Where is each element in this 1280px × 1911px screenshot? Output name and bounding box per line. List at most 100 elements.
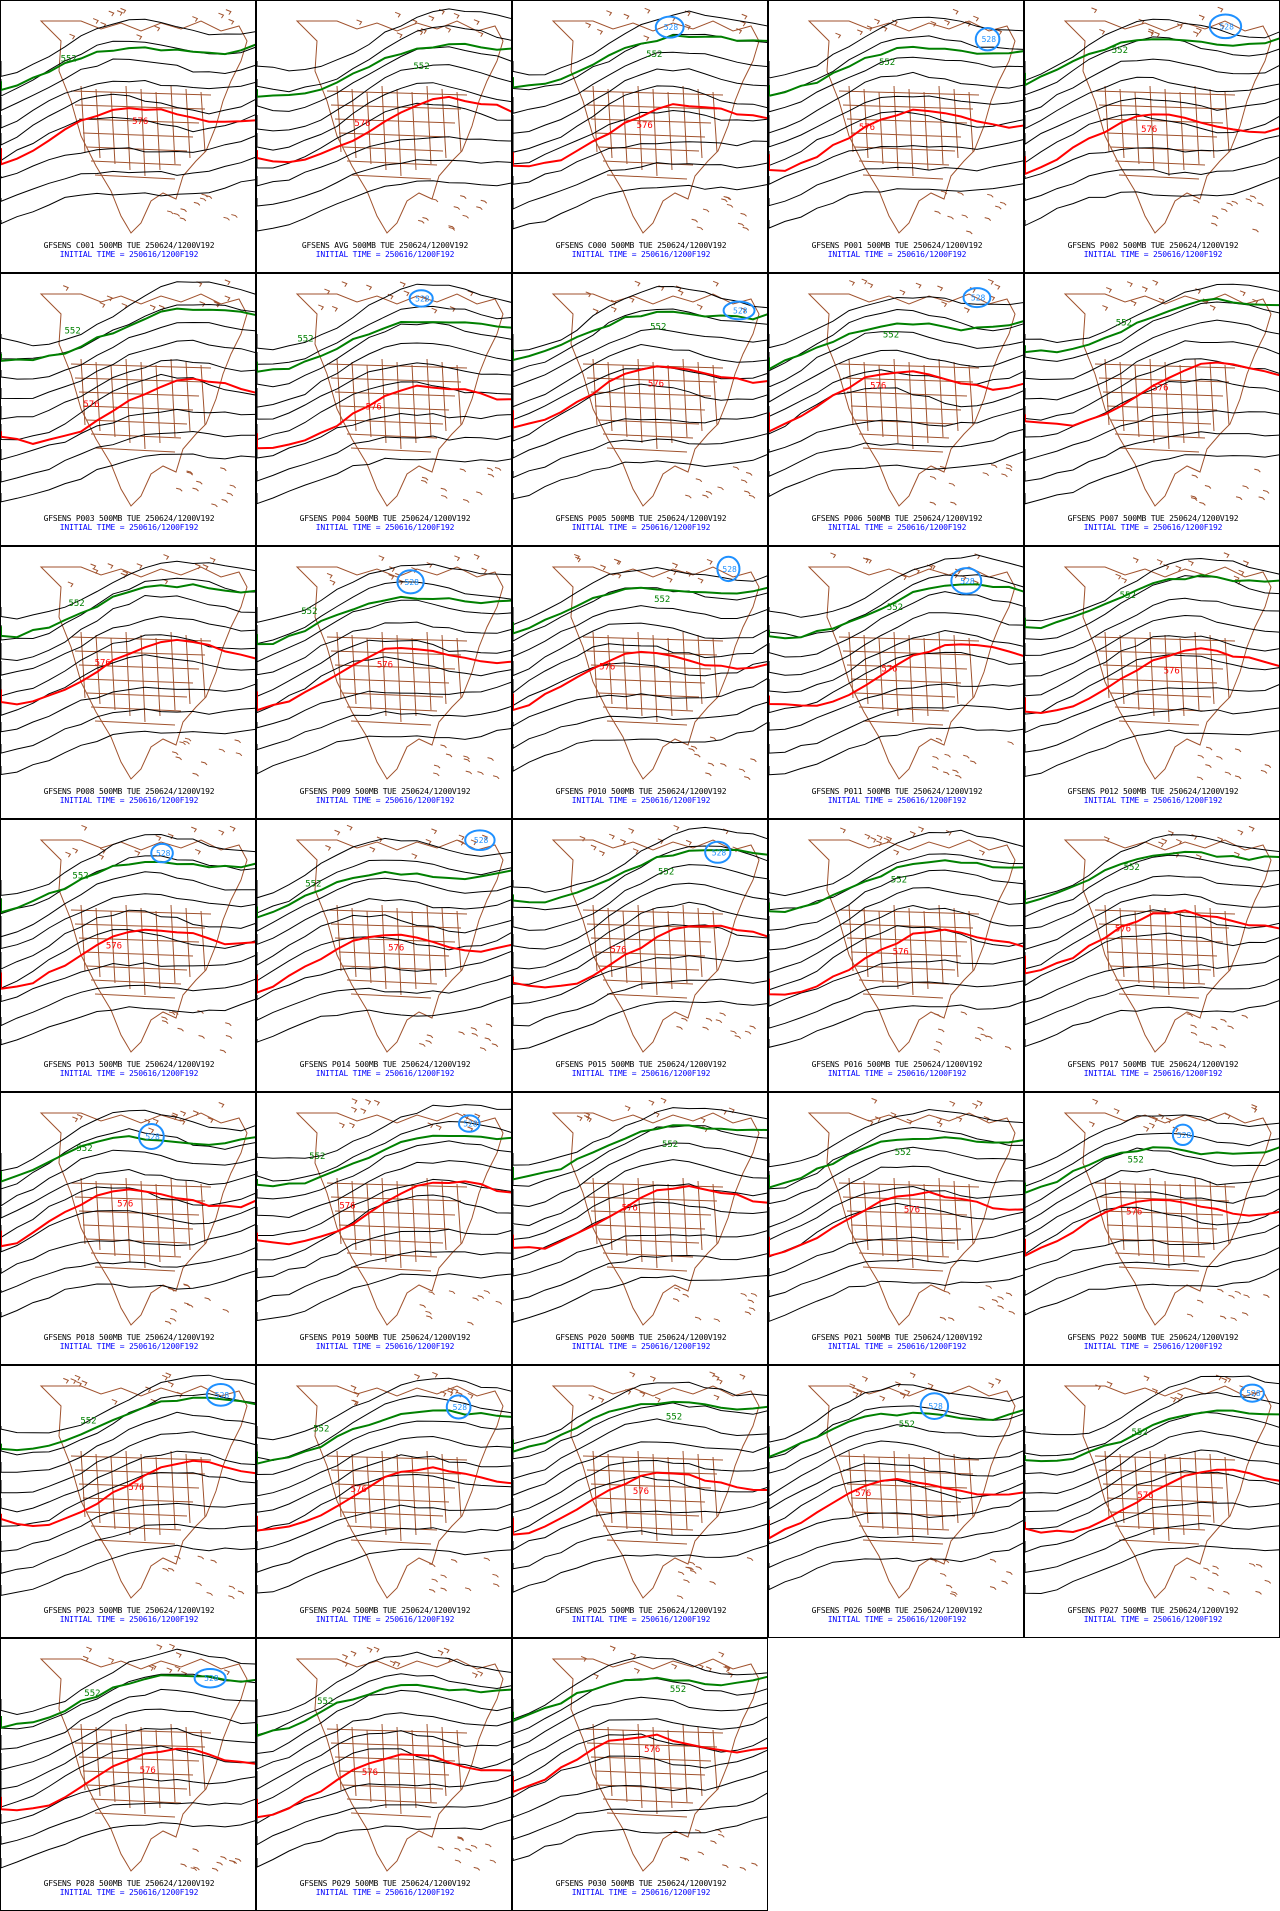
green-contour-label: 552 <box>301 607 317 617</box>
ensemble-member-panel[interactable]: 552 576 528 GFSENS P014 500MB TUE 250624/12… <box>256 819 512 1092</box>
green-552-contour <box>1 44 256 90</box>
ensemble-member-panel[interactable]: 552 576 GFSENS P003 500MB TUE 250624/1200V… <box>0 273 256 546</box>
panel-caption: GFSENS P027 500MB TUE 250624/1200V192 <box>1025 1606 1280 1615</box>
black-contour <box>257 306 512 364</box>
black-contour <box>1 1820 256 1868</box>
green-contour-label: 552 <box>654 595 670 605</box>
ensemble-member-panel[interactable]: 552 576 528 GFSENS P018 500MB TUE 250624/12… <box>0 1092 256 1365</box>
map-borders <box>1065 826 1271 1052</box>
black-contour <box>1 708 256 753</box>
map-borders <box>297 282 503 506</box>
red-contour-label: 576 <box>1137 1491 1153 1501</box>
ensemble-member-panel[interactable]: 552 576 528 GFSENS P013 500MB TUE 250624/12… <box>0 819 256 1092</box>
panel-caption: GFSENS P004 500MB TUE 250624/1200V192 <box>257 514 512 523</box>
green-contour-label: 552 <box>1132 1428 1148 1438</box>
black-contour <box>1 1247 256 1292</box>
red-contour-label: 576 <box>351 1485 367 1495</box>
green-contour-label: 552 <box>883 330 899 340</box>
ensemble-member-panel[interactable]: 552 576 GFSENS C001 500MB TUE 250624/1200V… <box>0 0 256 273</box>
black-contour <box>769 1406 1024 1458</box>
black-contour <box>513 287 768 352</box>
black-contour <box>769 1001 1024 1047</box>
black-contour <box>1025 1115 1280 1169</box>
panel-caption: GFSENS AVG 500MB TUE 250624/1200V192 <box>257 241 512 250</box>
black-contour <box>513 865 768 931</box>
green-contour-label: 552 <box>413 62 429 72</box>
black-contour <box>769 1520 1024 1568</box>
ensemble-member-panel[interactable]: 552 576 528 GFSENS P026 500MB TUE 250624/12… <box>768 1365 1024 1638</box>
ensemble-member-panel[interactable]: 552 576 GFSENS P008 500MB TUE 250624/1200V… <box>0 546 256 819</box>
black-contour <box>513 1545 768 1592</box>
ensemble-member-panel[interactable]: 552 576 528 GFSENS P010 500MB TUE 250624/12… <box>512 546 768 819</box>
green-552-contour <box>257 597 512 644</box>
map-borders <box>297 1099 503 1325</box>
green-552-contour <box>513 312 768 360</box>
black-contour <box>1 432 256 483</box>
ensemble-member-panel[interactable]: 552 576 528 GFSENS P022 500MB TUE 250624/12… <box>1024 1092 1280 1365</box>
blue-contour-label: 528 <box>722 565 737 574</box>
height-contour-map: 552 576 528 <box>1025 1 1280 273</box>
panel-caption: GFSENS P009 500MB TUE 250624/1200V192 <box>257 787 512 796</box>
ensemble-member-panel[interactable]: 552 576 528 GFSENS P001 500MB TUE 250624/12… <box>768 0 1024 273</box>
height-contour-map: 552 576 528 <box>769 547 1024 819</box>
black-contour <box>513 1275 768 1322</box>
black-contour <box>513 1108 768 1166</box>
blue-contour-label: 528 <box>1177 1131 1192 1140</box>
green-552-contour <box>769 1410 1024 1457</box>
ensemble-member-panel[interactable]: 552 576 528 GFSENS P004 500MB TUE 250624/12… <box>256 273 512 546</box>
initial-time-label: INITIAL TIME = 250616/1200F192 <box>1025 796 1280 805</box>
ensemble-member-panel[interactable]: 552 576 528 GFSENS P023 500MB TUE 250624/12… <box>0 1365 256 1638</box>
ensemble-member-panel[interactable]: 552 576 528 GFSENS P027 500MB TUE 250624/12… <box>1024 1365 1280 1638</box>
green-contour-label: 552 <box>887 603 903 613</box>
black-contour <box>1025 1268 1280 1315</box>
black-contour <box>1025 302 1280 361</box>
black-contour <box>513 722 768 772</box>
green-contour-label: 552 <box>658 867 674 877</box>
initial-time-label: INITIAL TIME = 250616/1200F192 <box>1 1888 256 1897</box>
panel-caption: GFSENS P020 500MB TUE 250624/1200V192 <box>513 1333 768 1342</box>
green-contour-label: 552 <box>68 599 84 609</box>
black-contour <box>1 1394 256 1455</box>
red-contour-label: 576 <box>1164 666 1180 676</box>
initial-time-label: INITIAL TIME = 250616/1200F192 <box>769 250 1024 259</box>
ensemble-member-panel[interactable]: 552 576 528 GFSENS C000 500MB TUE 250624/12… <box>512 0 768 273</box>
initial-time-label: INITIAL TIME = 250616/1200F192 <box>513 1069 768 1078</box>
ensemble-member-panel[interactable]: 552 576 GFSENS P021 500MB TUE 250624/1200V… <box>768 1092 1024 1365</box>
ensemble-member-panel[interactable]: 552 576 GFSENS P017 500MB TUE 250624/1200V… <box>1024 819 1280 1092</box>
panel-caption: GFSENS P030 500MB TUE 250624/1200V192 <box>513 1879 768 1888</box>
black-contour <box>513 827 768 892</box>
black-contour <box>257 1652 512 1717</box>
ensemble-member-panel[interactable]: 552 576 GFSENS P029 500MB TUE 250624/1200V… <box>256 1638 512 1911</box>
ensemble-member-panel[interactable]: 552 576 GFSENS P016 500MB TUE 250624/1200V… <box>768 819 1024 1092</box>
black-contour <box>1025 1546 1280 1594</box>
black-contour <box>257 47 512 112</box>
black-contour <box>513 1657 768 1719</box>
ensemble-member-panel[interactable]: 552 576 GFSENS AVG 500MB TUE 250624/1200V1… <box>256 0 512 273</box>
ensemble-member-panel[interactable]: 552 576 528 GFSENS P015 500MB TUE 250624/12… <box>512 819 768 1092</box>
ensemble-member-panel[interactable]: 552 576 GFSENS P012 500MB TUE 250624/1200V… <box>1024 546 1280 819</box>
ensemble-member-panel[interactable]: 552 576 GFSENS P030 500MB TUE 250624/1200V… <box>512 1638 768 1911</box>
initial-time-label: INITIAL TIME = 250616/1200F192 <box>257 1615 512 1624</box>
ensemble-member-panel[interactable]: 552 576 528 GFSENS P006 500MB TUE 250624/12… <box>768 273 1024 546</box>
red-contour-label: 576 <box>599 662 615 672</box>
green-552-contour <box>257 1410 512 1463</box>
ensemble-member-panel[interactable]: 552 576 GFSENS P025 500MB TUE 250624/1200V… <box>512 1365 768 1638</box>
ensemble-member-panel[interactable]: 552 576 528 GFSENS P002 500MB TUE 250624/12… <box>1024 0 1280 273</box>
ensemble-member-panel[interactable]: 552 576 528 GFSENS P005 500MB TUE 250624/12… <box>512 273 768 546</box>
black-contour <box>257 838 512 897</box>
ensemble-member-panel[interactable]: 552 576 GFSENS P020 500MB TUE 250624/1200V… <box>512 1092 768 1365</box>
ensemble-member-panel[interactable]: 552 576 GFSENS P007 500MB TUE 250624/1200V… <box>1024 273 1280 546</box>
ensemble-member-panel[interactable]: 552 576 528 GFSENS P019 500MB TUE 250624/12… <box>256 1092 512 1365</box>
green-552-contour <box>1025 575 1280 628</box>
ensemble-member-panel[interactable]: 552 576 528 GFSENS P009 500MB TUE 250624/12… <box>256 546 512 819</box>
blue-contour-label: 528 <box>664 23 679 32</box>
panel-caption: GFSENS C001 500MB TUE 250624/1200V192 <box>1 241 256 250</box>
initial-time-label: INITIAL TIME = 250616/1200F192 <box>769 523 1024 532</box>
ensemble-member-panel[interactable]: 552 576 528 GFSENS P011 500MB TUE 250624/12… <box>768 546 1024 819</box>
height-contour-map: 552 576 528 <box>513 820 768 1092</box>
ensemble-member-panel[interactable]: 552 576 528 GFSENS P024 500MB TUE 250624/12… <box>256 1365 512 1638</box>
green-552-contour <box>769 321 1024 370</box>
ensemble-member-panel[interactable]: 552 576 528 GFSENS P028 500MB TUE 250624/12… <box>0 1638 256 1911</box>
initial-time-label: INITIAL TIME = 250616/1200F192 <box>1025 250 1280 259</box>
black-contour <box>513 1253 768 1300</box>
